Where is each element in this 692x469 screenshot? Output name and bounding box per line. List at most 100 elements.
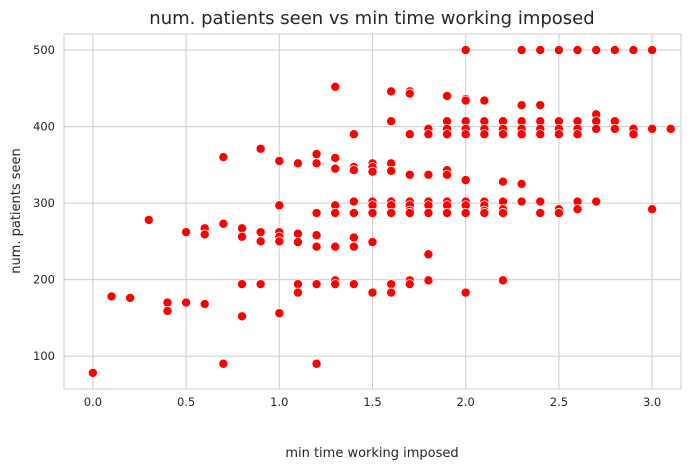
- data-point: [386, 287, 397, 298]
- data-point: [330, 81, 341, 92]
- data-point: [535, 129, 546, 140]
- data-point: [237, 231, 248, 242]
- data-point: [479, 95, 490, 106]
- x-tick-label: 3.0: [643, 395, 661, 409]
- data-point: [479, 208, 490, 219]
- data-point: [367, 166, 378, 177]
- data-point: [237, 279, 248, 290]
- data-point: [404, 129, 415, 140]
- data-point: [348, 232, 359, 243]
- data-point: [143, 214, 154, 225]
- data-point: [386, 86, 397, 97]
- data-point: [348, 208, 359, 219]
- chart-title: num. patients seen vs min time working i…: [149, 8, 594, 29]
- data-point: [274, 200, 285, 211]
- data-point: [181, 227, 192, 238]
- data-point: [647, 123, 658, 134]
- data-point: [497, 129, 508, 140]
- y-axis-label: num. patients seen: [9, 148, 24, 274]
- data-point: [255, 143, 266, 154]
- data-point: [609, 123, 620, 134]
- data-point: [218, 152, 229, 163]
- data-point: [516, 196, 527, 207]
- data-point: [311, 358, 322, 369]
- data-point: [348, 129, 359, 140]
- x-axis-ticks: 0.0 0.5 1.0 1.5 2.0 2.5 3.0: [84, 395, 662, 409]
- data-point: [423, 169, 434, 180]
- data-point: [479, 129, 490, 140]
- data-point: [255, 279, 266, 290]
- data-point: [162, 305, 173, 316]
- y-tick-label: 400: [33, 120, 55, 134]
- data-point: [348, 241, 359, 252]
- data-point: [386, 165, 397, 176]
- data-point: [274, 308, 285, 319]
- data-point: [442, 169, 453, 180]
- data-point: [255, 236, 266, 247]
- data-point: [497, 208, 508, 219]
- data-point: [442, 129, 453, 140]
- data-point: [348, 279, 359, 290]
- data-point: [311, 279, 322, 290]
- data-point: [647, 204, 658, 215]
- data-point: [218, 358, 229, 369]
- data-point: [311, 158, 322, 169]
- data-point: [460, 45, 471, 56]
- data-point: [292, 158, 303, 169]
- data-point: [292, 287, 303, 298]
- data-point: [311, 241, 322, 252]
- data-point: [330, 241, 341, 252]
- data-point: [330, 152, 341, 163]
- data-point: [125, 292, 136, 303]
- data-point: [106, 291, 117, 302]
- data-point: [460, 175, 471, 186]
- x-tick-label: 2.0: [457, 395, 475, 409]
- x-tick-label: 0.5: [177, 395, 195, 409]
- data-point: [330, 208, 341, 219]
- x-tick-label: 1.0: [270, 395, 288, 409]
- data-point: [442, 90, 453, 101]
- data-point: [423, 208, 434, 219]
- data-point: [460, 129, 471, 140]
- data-point: [460, 287, 471, 298]
- data-point: [292, 237, 303, 248]
- data-point: [516, 100, 527, 111]
- data-point: [255, 227, 266, 238]
- data-point: [311, 230, 322, 241]
- data-point: [330, 163, 341, 174]
- y-tick-label: 200: [33, 273, 55, 287]
- data-point: [367, 287, 378, 298]
- data-point: [386, 279, 397, 290]
- data-point: [199, 229, 210, 240]
- data-point: [237, 223, 248, 234]
- data-point: [348, 196, 359, 207]
- x-tick-label: 1.5: [363, 395, 381, 409]
- data-point: [237, 311, 248, 322]
- data-point: [591, 45, 602, 56]
- y-tick-label: 100: [33, 349, 55, 363]
- x-tick-label: 2.5: [550, 395, 568, 409]
- data-point: [423, 129, 434, 140]
- data-point: [348, 165, 359, 176]
- data-point: [274, 236, 285, 247]
- y-tick-label: 500: [33, 43, 55, 57]
- data-point: [665, 123, 676, 134]
- data-point: [628, 45, 639, 56]
- data-point: [386, 208, 397, 219]
- data-point: [87, 367, 98, 378]
- y-axis-ticks: 100 200 300 400 500: [33, 43, 55, 363]
- data-point: [404, 88, 415, 99]
- data-point: [404, 208, 415, 219]
- data-point: [274, 156, 285, 167]
- data-point: [404, 279, 415, 290]
- data-point: [423, 249, 434, 260]
- data-point: [367, 208, 378, 219]
- data-point: [516, 45, 527, 56]
- data-point: [572, 204, 583, 215]
- data-point: [404, 169, 415, 180]
- data-point: [460, 208, 471, 219]
- data-point: [591, 123, 602, 134]
- scatter-points: [87, 45, 676, 378]
- data-point: [609, 45, 620, 56]
- data-point: [535, 196, 546, 207]
